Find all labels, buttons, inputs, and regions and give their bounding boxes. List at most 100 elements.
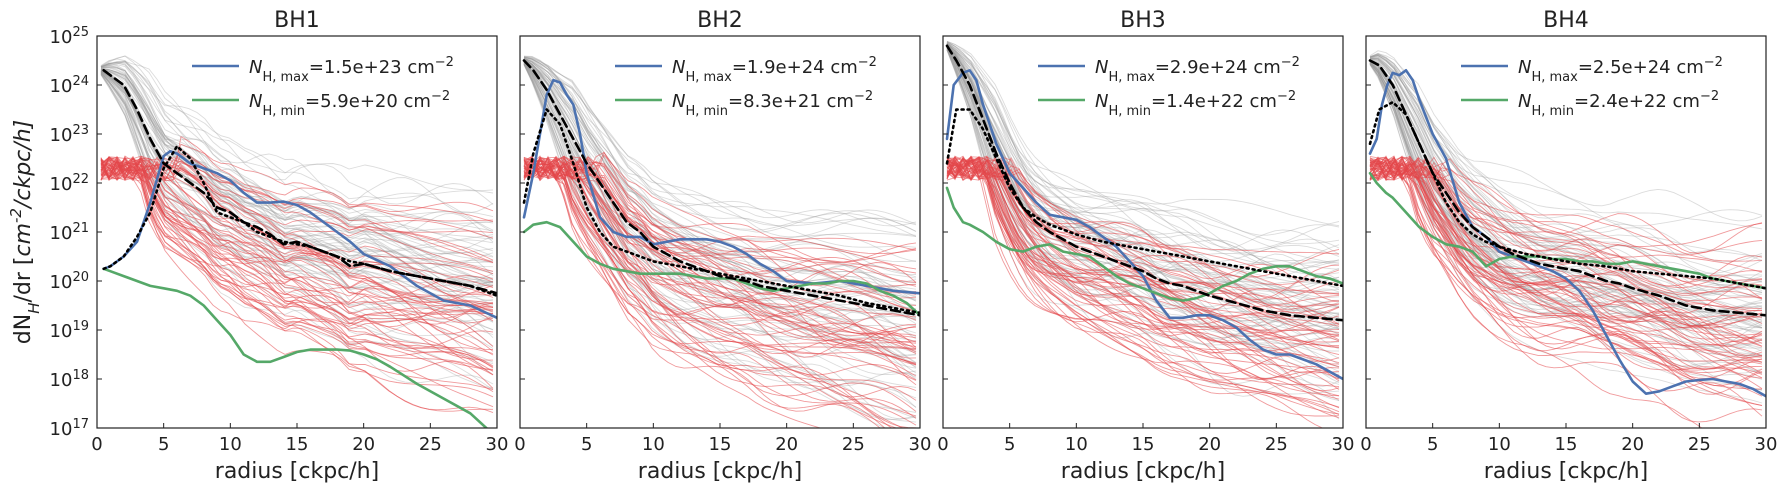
- ensemble-line-red: [946, 156, 1340, 362]
- ensemble-line-gray: [946, 45, 1340, 279]
- ensemble-line-gray: [1369, 62, 1763, 295]
- ensemble-line-gray: [946, 42, 1340, 294]
- x-tick-label: 5: [158, 434, 169, 455]
- ensemble-line-gray: [1369, 62, 1763, 333]
- ensemble-line-red: [946, 155, 1340, 419]
- ensemble-line-gray: [100, 69, 494, 315]
- ensemble-line-red: [946, 155, 1340, 415]
- x-tick-label: 15: [709, 434, 732, 455]
- series-nh-max: [522, 78, 920, 295]
- ensemble-line-red: [100, 156, 494, 297]
- ensemble-line-gray: [523, 56, 917, 227]
- ensemble-line-red: [523, 158, 917, 386]
- ensemble-line-gray: [523, 58, 917, 275]
- ensemble-line-gray: [523, 56, 917, 248]
- ensemble-line-gray: [1369, 60, 1763, 292]
- ensemble-line-red: [100, 156, 494, 367]
- x-tick-label: 20: [1621, 434, 1644, 455]
- legend-label-max: NH, max=1.5e+23 cm−2: [249, 55, 454, 85]
- ensemble-line-gray: [100, 68, 494, 257]
- ensemble-line-red: [946, 157, 1340, 413]
- ensemble-line-red: [523, 156, 917, 412]
- ensemble-line-red: [523, 167, 917, 365]
- ensemble-line-gray: [946, 45, 1340, 372]
- ensemble-line-gray: [523, 56, 917, 293]
- legend-label-max: NH, max=1.9e+24 cm−2: [672, 55, 877, 85]
- ensemble-line-gray: [1369, 57, 1763, 297]
- ensemble-line-gray: [1369, 63, 1763, 333]
- y-tick-label: 1021: [50, 221, 89, 245]
- ensemble-line-gray: [1369, 50, 1763, 222]
- ensemble-line-gray: [1369, 53, 1763, 308]
- series-median-dashed: [1368, 59, 1766, 317]
- ensemble-line-red: [100, 155, 494, 372]
- ensemble-line-red: [1369, 157, 1763, 375]
- ensemble-line-gray: [946, 40, 1340, 281]
- plot-area: [1368, 50, 1766, 428]
- ensemble-line-red: [946, 156, 1340, 368]
- ensemble-line-gray: [100, 66, 494, 295]
- ensemble-line-gray: [523, 58, 917, 322]
- ensemble-line-red: [523, 156, 917, 401]
- ensemble-line-red: [1369, 158, 1703, 428]
- ensemble-line-gray: [100, 60, 494, 280]
- ensemble-line-red: [946, 158, 1340, 319]
- ensemble-line-red: [523, 166, 917, 381]
- panel-bh3: 0 5 10 15 20 25 30 radius [ckpc/h] BH3 NH, max=2.…: [937, 8, 1354, 484]
- ensemble-line-red: [523, 157, 917, 339]
- series-median-dashed: [945, 44, 1343, 322]
- ensemble-line-red: [100, 159, 494, 349]
- ensemble-line-gray: [946, 41, 1340, 236]
- ensemble-line-red: [100, 162, 494, 299]
- ensemble-line-red: [946, 157, 1340, 333]
- ensemble-line-gray: [100, 64, 494, 302]
- ensemble-line-red: [523, 156, 917, 350]
- ensemble-line-red: [100, 158, 494, 322]
- ensemble-line-gray: [100, 70, 494, 349]
- x-tick-label: 5: [1004, 434, 1015, 455]
- ensemble-line-red: [523, 163, 893, 428]
- ensemble-line-gray: [523, 57, 917, 237]
- ensemble-line-red: [946, 156, 1340, 356]
- y-tick-label: 1018: [50, 368, 89, 392]
- x-tick-label: 5: [581, 434, 592, 455]
- ensemble-line-gray: [100, 70, 494, 233]
- x-tick-label: 30: [909, 434, 932, 455]
- series-nh-min: [1368, 171, 1766, 290]
- ensemble-line-red: [1369, 163, 1763, 347]
- ensemble-line-gray: [1369, 55, 1763, 297]
- ensemble-line-red: [946, 158, 1340, 376]
- ensemble-line-red: [523, 164, 886, 428]
- ensemble-line-red: [1369, 158, 1763, 363]
- series-nh-min: [102, 267, 489, 428]
- ensemble-line-red: [1369, 156, 1763, 363]
- ensemble-line-red: [523, 164, 917, 338]
- ensemble-line-gray: [100, 71, 494, 261]
- ensemble-line-gray: [523, 63, 917, 408]
- x-tick-label: 30: [486, 434, 509, 455]
- ensemble-line-gray: [100, 68, 494, 240]
- ensemble-line-red: [1369, 158, 1763, 325]
- ensemble-line-red: [100, 157, 494, 369]
- ensemble-line-gray: [523, 55, 917, 238]
- series-nh-max: [1368, 69, 1766, 398]
- ensemble-line-gray: [523, 58, 917, 233]
- x-tick-label: 25: [1688, 434, 1711, 455]
- x-tick-label: 15: [286, 434, 309, 455]
- legend-label-min: NH, min=8.3e+21 cm−2: [672, 89, 873, 119]
- ensemble-line-red: [1369, 161, 1763, 336]
- plot-area: [100, 55, 497, 428]
- series-mean-dotted: [522, 108, 920, 315]
- ensemble-line-red: [1369, 155, 1763, 289]
- x-tick-label: 0: [514, 434, 525, 455]
- ensemble-line-gray: [523, 57, 917, 225]
- plot-area: [522, 55, 920, 428]
- ensemble-line-gray: [100, 61, 494, 283]
- ensemble-line-red: [1369, 158, 1763, 407]
- ensemble-line-gray: [1369, 52, 1763, 262]
- ensemble-line-gray: [100, 68, 494, 272]
- x-axis-label: radius [ckpc/h]: [215, 459, 379, 484]
- ensemble-line-red: [1369, 155, 1763, 361]
- x-tick-label: 15: [1132, 434, 1155, 455]
- ensemble-line-gray: [1369, 62, 1763, 350]
